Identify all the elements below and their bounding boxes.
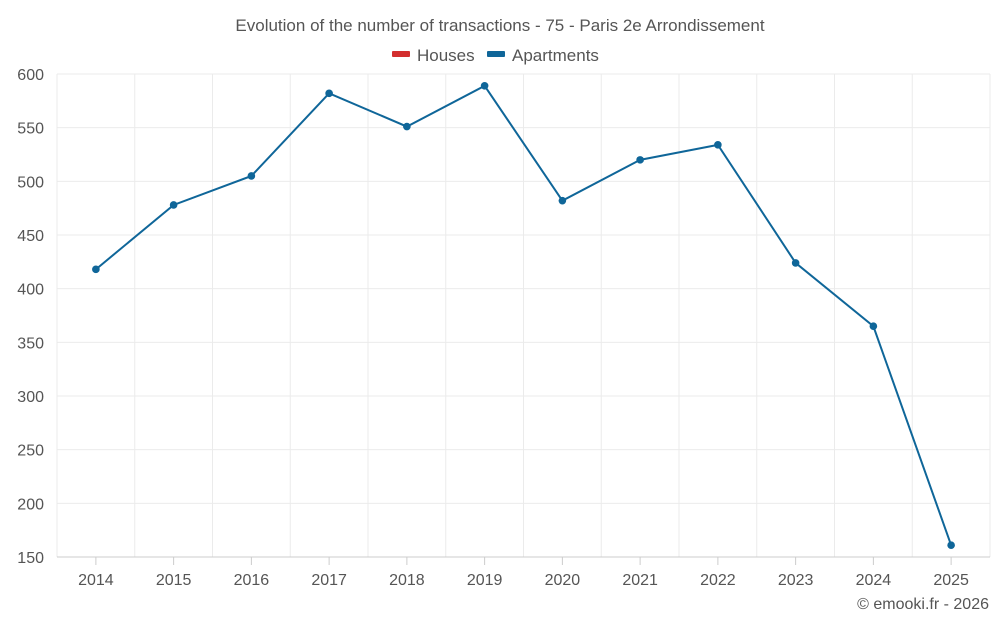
x-tick-label: 2023 (778, 572, 814, 589)
x-tick-label: 2018 (389, 572, 425, 589)
legend: Houses Apartments (392, 46, 599, 65)
data-point-apartments-2021[interactable] (636, 156, 644, 164)
x-tick-label: 2016 (234, 572, 270, 589)
series-line-apartments (95, 84, 953, 546)
y-tick-label: 400 (17, 282, 44, 299)
legend-label-houses: Houses (417, 46, 475, 65)
credit-text: © emooki.fr - 2026 (857, 596, 989, 613)
data-point-apartments-2025[interactable] (947, 541, 955, 549)
legend-label-apartments: Apartments (512, 46, 599, 65)
x-tick-label: 2021 (622, 572, 658, 589)
data-point-apartments-2024[interactable] (869, 322, 878, 331)
y-tick-label: 600 (17, 67, 44, 84)
legend-swatch-apartments (487, 51, 505, 57)
gridlines (56, 73, 991, 557)
series-layer (92, 82, 955, 549)
data-point-apartments-2017[interactable] (325, 89, 333, 98)
y-tick-label: 300 (17, 389, 44, 406)
y-tick-label: 150 (17, 550, 44, 567)
y-tick-label: 450 (17, 228, 44, 245)
x-tick-label: 2015 (156, 572, 192, 589)
data-point-apartments-2020[interactable] (558, 196, 567, 205)
data-point-apartments-2015[interactable] (169, 201, 178, 209)
x-tick-label: 2022 (700, 572, 736, 589)
x-tick-label: 2014 (78, 572, 114, 589)
y-tick-label: 200 (17, 496, 44, 513)
data-point-apartments-2022[interactable] (714, 141, 722, 149)
data-point-apartments-2023[interactable] (791, 259, 800, 267)
data-point-apartments-2019[interactable] (480, 82, 489, 90)
y-tick-label: 350 (17, 335, 44, 352)
x-axis: 2014 2015 2016 2017 2018 2019 2020 2021 2022 2023… (57, 556, 990, 589)
y-tick-label: 500 (17, 174, 44, 191)
x-tick-label: 2025 (933, 572, 969, 589)
y-tick-label: 550 (17, 121, 44, 138)
x-tick-label: 2020 (545, 572, 581, 589)
y-axis: 150 200 250 300 350 400 450 500 550 600 (17, 67, 44, 567)
legend-swatch-houses (392, 51, 410, 57)
legend-item-houses[interactable]: Houses (392, 46, 475, 65)
x-tick-label: 2024 (856, 572, 892, 589)
x-tick-label: 2017 (311, 572, 347, 589)
data-point-apartments-2016[interactable] (247, 172, 256, 180)
data-point-apartments-2014[interactable] (92, 265, 100, 274)
chart-title: Evolution of the number of transactions … (235, 16, 764, 35)
y-tick-label: 250 (17, 443, 44, 460)
legend-item-apartments[interactable]: Apartments (487, 46, 599, 65)
data-point-apartments-2018[interactable] (403, 122, 411, 131)
x-tick-label: 2019 (467, 572, 503, 589)
